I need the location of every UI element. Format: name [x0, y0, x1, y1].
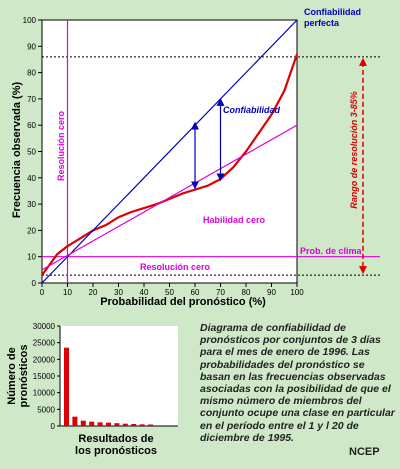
histogram-y-tick-label: 10000 [33, 389, 56, 398]
x-tick-label: 100 [290, 288, 304, 297]
histogram-bar [106, 422, 111, 426]
x-tick-label: 0 [40, 288, 45, 297]
zero-skill-line [41, 124, 298, 271]
histogram-y-tick-label: 25000 [33, 339, 56, 348]
x-axis-title: Probabilidad del pronóstico (%) [100, 296, 266, 308]
zero-resolution-horizontal-label: Resolución cero [140, 262, 211, 272]
histogram-bar [80, 420, 86, 426]
histogram-bar [72, 416, 78, 426]
histogram-bar [122, 423, 128, 426]
reliability-chart: 0 10 20 30 40 50 60 70 80 90 100 0 10 20 30 40 50 60 70 80 9… [11, 7, 380, 308]
y-tick-label: 70 [27, 95, 36, 104]
histogram-y-tick-label: 20000 [33, 355, 56, 364]
x-tick-label: 90 [267, 288, 276, 297]
histogram-bar [148, 424, 153, 426]
y-tick-label: 40 [27, 174, 36, 183]
histogram-y-axis-title: Número de [6, 347, 18, 404]
y-tick-label: 100 [23, 16, 37, 25]
histogram-x-axis-title: los pronósticos [75, 445, 157, 457]
x-tick-label: 70 [216, 288, 225, 297]
y-tick-label: 10 [27, 253, 36, 262]
figure-caption: Diagrama de confiabilidad de pronósticos… [200, 322, 395, 444]
perfect-reliability-label: Confiabilidad [304, 7, 361, 17]
reliability-label: Confiabilidad [223, 105, 280, 115]
y-tick-label: 60 [27, 121, 36, 130]
y-tick-label: 20 [27, 226, 36, 235]
y-axis-title: Frecuencia observada (%) [11, 82, 23, 219]
x-tick-label: 80 [242, 288, 251, 297]
perfect-reliability-label: perfecta [304, 18, 340, 28]
resolution-range-label: Rango de resolución 3-85% [349, 91, 359, 209]
x-tick-label: 10 [63, 288, 72, 297]
zero-resolution-vertical-label: Resolución cero [56, 110, 66, 181]
climate-probability-label: Prob. de clima [300, 246, 363, 256]
y-tick-label: 80 [27, 69, 36, 78]
histogram-x-axis-title: Resultados de [78, 433, 153, 445]
y-tick-label: 30 [27, 200, 36, 209]
histogram-y-axis-title: pronósticos [18, 345, 30, 408]
zero-skill-label: Habilidad cero [203, 215, 266, 225]
x-tick-label: 40 [140, 288, 149, 297]
histogram-bar [139, 424, 145, 426]
x-tick-label: 30 [114, 288, 123, 297]
histogram-bar [64, 347, 69, 426]
y-tick-label: 50 [27, 148, 36, 157]
histogram-bar [89, 421, 95, 426]
histogram-y-tick-label: 30000 [33, 322, 56, 331]
ncep-credit: NCEP [349, 446, 380, 458]
histogram-bar [114, 423, 120, 426]
x-tick-label: 60 [191, 288, 200, 297]
histogram-y-tick-label: 15000 [33, 372, 56, 381]
y-tick-label: 0 [32, 279, 37, 288]
forecast-count-histogram: 0 5000 10000 15000 20000 25000 30000 Número de p… [6, 322, 178, 457]
y-tick-label: 90 [27, 42, 36, 51]
histogram-bar [131, 424, 137, 426]
x-tick-label: 20 [89, 288, 98, 297]
histogram-y-tick-label: 5000 [37, 405, 55, 414]
histogram-plot-area [60, 326, 178, 426]
perfect-reliability-line [41, 19, 298, 284]
histogram-bar [97, 422, 103, 426]
x-tick-label: 50 [165, 288, 174, 297]
histogram-y-tick-label: 0 [51, 422, 56, 431]
